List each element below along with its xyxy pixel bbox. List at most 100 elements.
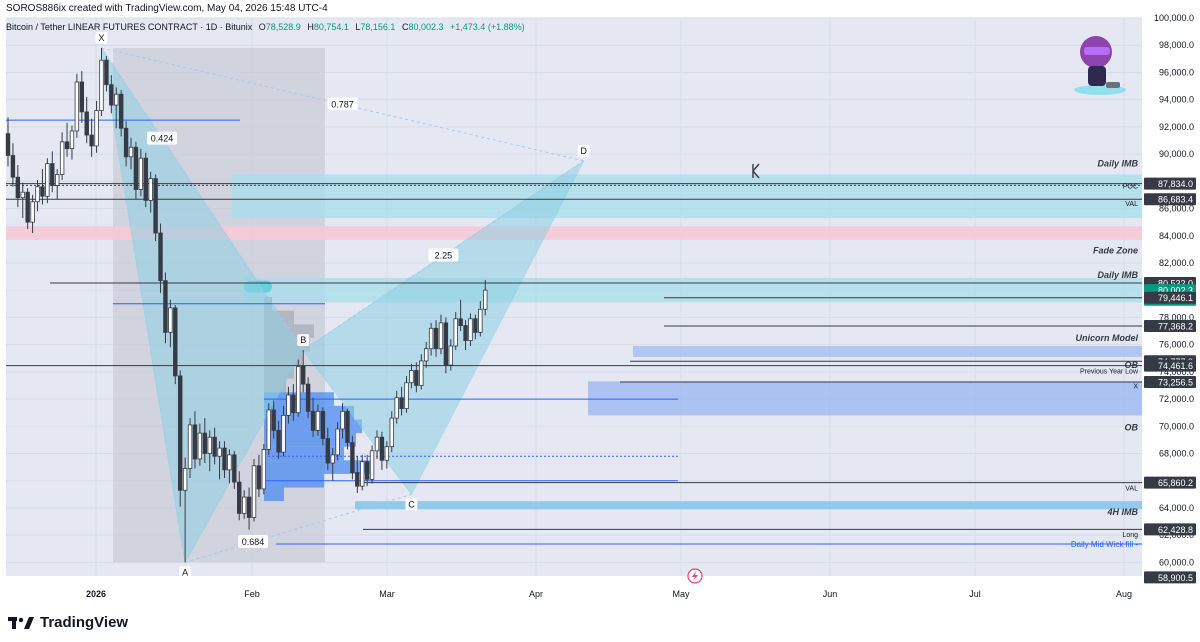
price-tag <box>1144 193 1196 206</box>
annotation-label: Fade Zone <box>1093 246 1138 256</box>
candle-body <box>202 432 207 454</box>
price-tick-label: 72,000.0 <box>1159 394 1194 404</box>
price-tag-label: 73,256.5 <box>1158 377 1193 387</box>
candle-body <box>453 318 458 347</box>
price-tick-label: 70,000.0 <box>1159 421 1194 431</box>
candle-body <box>118 93 124 129</box>
candle-body <box>79 81 84 113</box>
candle-body <box>419 360 424 386</box>
price-tick-label: 64,000.0 <box>1159 503 1194 513</box>
harmonic-point-label-bg <box>179 566 192 579</box>
candle-body <box>89 134 94 147</box>
annotation-label: VAL <box>1125 486 1138 493</box>
price-tag-label: 79,446.1 <box>1158 293 1193 303</box>
annotation-label: Daily IMB <box>1097 159 1138 169</box>
open-value: 78,528.9 <box>265 22 301 32</box>
candle-body <box>256 465 262 490</box>
high-value: 80,754.1 <box>313 22 349 32</box>
change-value: +1,473.4 (+1.88%) <box>450 22 525 32</box>
high-label: H <box>307 22 314 32</box>
candle-body <box>20 191 25 199</box>
candle-body <box>246 496 252 518</box>
price-chart[interactable]: XABCD0.7870.4242.250.68460,000.062,000.0… <box>0 0 1200 604</box>
candle-body <box>10 155 16 178</box>
candle-body <box>59 141 65 175</box>
candle-body <box>478 308 483 333</box>
candle-body <box>261 449 267 490</box>
price-axis <box>1142 18 1200 604</box>
candle-body <box>468 318 473 341</box>
daily-imb-zone <box>232 174 1142 219</box>
candle-body <box>35 186 40 203</box>
mascot-visor <box>1084 47 1110 55</box>
candle-body <box>281 415 286 453</box>
annotation-label: OB <box>1125 423 1139 433</box>
time-tick-label: Mar <box>379 589 395 599</box>
candle-body <box>266 409 271 450</box>
candle-body <box>335 428 340 456</box>
candle-body <box>404 382 409 409</box>
price-tick-label: 68,000.0 <box>1159 449 1194 459</box>
harmonic-point-d: D <box>580 146 587 156</box>
candle-body <box>153 178 158 234</box>
harmonic-point-label-bg <box>297 334 310 347</box>
candle-body <box>123 127 129 158</box>
candle-body <box>379 436 385 461</box>
footer: TradingView <box>0 604 1200 642</box>
harmonic-point-a: A <box>182 567 188 577</box>
candle-body <box>5 133 11 156</box>
candle-body <box>428 327 434 350</box>
candle-body <box>443 322 449 366</box>
candle-body <box>15 176 21 199</box>
candle-body <box>173 307 178 377</box>
tradingview-logo-icon <box>8 616 34 629</box>
candle-body <box>237 481 242 514</box>
candle-body <box>207 436 212 454</box>
harmonic-point-label-bg <box>405 498 418 511</box>
candle-body <box>138 157 144 190</box>
low-label: L <box>355 22 361 32</box>
ratio-label: 2.25 <box>435 250 453 260</box>
candle-body <box>364 461 370 480</box>
candle-body <box>369 450 375 480</box>
price-tag <box>1144 523 1196 536</box>
time-tick-label: 2026 <box>86 589 106 599</box>
ratio-label: 0.424 <box>151 134 174 144</box>
candle-body <box>30 201 35 223</box>
candle-body <box>296 366 301 414</box>
candle-body <box>276 429 281 453</box>
price-tag <box>1144 359 1196 372</box>
candle-body <box>222 447 227 471</box>
price-tag-label: 58,900.5 <box>1158 573 1193 583</box>
candle-body <box>448 345 453 366</box>
harmonic-point-label-bg <box>577 144 590 157</box>
price-tag-label: 80,002.3 <box>1158 286 1193 296</box>
candle-body <box>163 280 168 333</box>
tradingview-logo[interactable]: TradingView <box>8 614 128 631</box>
candle-body <box>409 370 414 384</box>
candle-body <box>94 110 99 147</box>
candle-body <box>458 318 463 326</box>
candle-body <box>212 436 217 457</box>
candle-body <box>473 318 478 333</box>
volume-profile-bar <box>264 433 356 447</box>
candle-body <box>40 186 45 197</box>
volume-profile-bar <box>264 487 284 502</box>
price-tag <box>1144 476 1196 489</box>
ohlc-legend: Bitcoin / Tether LINEAR FUTURES CONTRACT… <box>6 22 525 32</box>
ratio-label-bg <box>327 97 358 111</box>
price-tag <box>1144 177 1196 190</box>
candle-body <box>350 442 355 473</box>
price-tag-label: 65,860.2 <box>1158 478 1193 488</box>
price-tick-label: 84,000.0 <box>1159 231 1194 241</box>
ob-zone <box>588 381 1142 416</box>
candle-body <box>305 383 311 412</box>
candle-body <box>133 146 139 190</box>
candle-body <box>251 465 257 518</box>
price-tag-label: 74,461.6 <box>1158 361 1193 371</box>
time-tick-label: Apr <box>529 589 543 599</box>
time-tick-label: May <box>672 589 690 599</box>
price-tag <box>1144 571 1196 584</box>
price-tick-label: 78,000.0 <box>1159 312 1194 322</box>
candle-body <box>414 370 419 386</box>
